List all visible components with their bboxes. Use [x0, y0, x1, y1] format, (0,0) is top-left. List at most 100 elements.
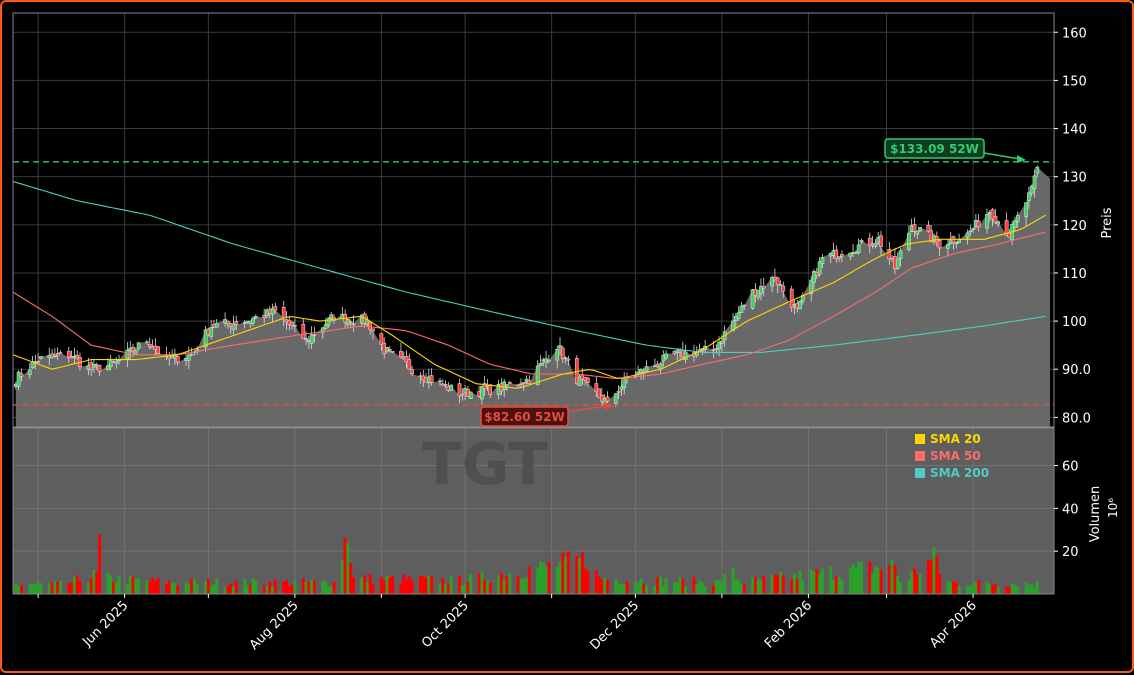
volume-bar: [603, 578, 607, 594]
candle-body: [926, 224, 931, 232]
volume-bar: [795, 578, 799, 594]
volume-bar: [290, 584, 294, 594]
close-price-area: [15, 167, 1050, 428]
volume-bar: [246, 585, 249, 594]
volume-bar: [95, 571, 99, 594]
volume-bar: [966, 585, 969, 594]
volume-bar: [801, 580, 805, 594]
candle-body: [957, 239, 961, 243]
volume-bar: [642, 584, 646, 594]
volume-bar: [720, 583, 724, 594]
candle-body: [251, 317, 255, 324]
volume-bar: [1016, 587, 1020, 594]
volume-bar: [991, 584, 995, 594]
candle-body: [622, 377, 627, 388]
volume-bar: [421, 576, 425, 594]
volume-bar: [818, 574, 822, 594]
volume-bar: [586, 571, 590, 594]
candle-body: [560, 347, 565, 359]
volume-bar: [458, 575, 462, 594]
volume-bar: [781, 575, 785, 594]
volume-bar: [893, 564, 897, 594]
high-annotation-arrowhead: [1017, 155, 1026, 163]
volume-bar: [125, 584, 129, 594]
volume-bar: [329, 586, 333, 594]
volume-bar: [656, 576, 660, 594]
volume-bar: [368, 574, 372, 594]
volume-bar: [92, 570, 96, 594]
low-annotation-arrowhead: [604, 402, 613, 410]
candle-body: [133, 349, 138, 355]
legend: SMA 20 SMA 50 SMA 200: [915, 432, 989, 480]
volume-bar: [639, 578, 643, 594]
ticker-watermark-text: TGT: [422, 430, 548, 498]
candles: [13, 165, 1040, 408]
candle-body: [971, 228, 975, 230]
volume-bars: [14, 534, 1039, 594]
volume-bar: [837, 576, 841, 594]
candle-body: [867, 237, 872, 246]
volume-bar: [779, 572, 782, 594]
candle-body: [605, 396, 610, 402]
volume-bar: [28, 584, 32, 594]
volume-bar: [790, 579, 794, 594]
candle-body: [214, 323, 219, 328]
volume-bar: [50, 582, 54, 594]
52w-levels: [13, 161, 1054, 406]
legend-label-sma50: SMA 50: [930, 449, 981, 463]
candle-body: [739, 305, 744, 313]
candle-body: [226, 320, 230, 324]
volume-bar: [737, 579, 741, 594]
candle-body: [742, 304, 747, 307]
candle-body: [717, 342, 721, 350]
volume-bar: [594, 570, 598, 594]
candle-body: [195, 349, 200, 352]
candle-body: [443, 384, 448, 386]
volume-bar: [410, 580, 414, 594]
volume-bar: [346, 542, 350, 594]
volume-bar: [379, 576, 383, 594]
candle-body: [990, 209, 995, 220]
volume-bar: [366, 581, 369, 594]
candle-body: [368, 322, 373, 330]
price-tick-label: 80.0: [1062, 411, 1091, 426]
high-annotation-label: $133.09 52W: [890, 142, 979, 156]
volume-bar: [851, 564, 855, 594]
volume-bar: [681, 578, 685, 594]
high-annotation: $133.09 52W: [884, 138, 1026, 163]
candle-body: [521, 382, 526, 384]
candle-body: [817, 261, 822, 275]
volume-bar: [617, 583, 621, 594]
volume-bar: [31, 584, 35, 594]
candle-body: [524, 378, 529, 382]
volume-bar: [896, 575, 900, 594]
volume-bar: [578, 558, 582, 594]
volume-bar: [857, 562, 861, 594]
volume-bar: [636, 583, 640, 594]
volume-bar: [106, 573, 110, 594]
candle-body: [644, 366, 649, 372]
candle-body: [781, 285, 786, 292]
volume-axis-unit: 10⁶: [1106, 498, 1120, 518]
candle-body: [460, 393, 465, 396]
volume-bar: [887, 564, 891, 594]
volume-bar: [444, 583, 448, 594]
volume-bar: [215, 578, 219, 594]
volume-bar: [678, 577, 682, 594]
volume-bar: [53, 581, 57, 594]
candle-body: [309, 334, 314, 344]
volume-bar: [580, 552, 584, 594]
volume-bar: [1013, 584, 1017, 594]
legend-swatch-sma20: [915, 434, 925, 444]
candle-body: [114, 360, 119, 364]
candle-body: [75, 354, 80, 359]
volume-bar: [39, 583, 43, 594]
candle-body: [770, 276, 774, 287]
volume-bar: [192, 579, 196, 594]
volume-bar: [209, 585, 213, 594]
candle-body: [683, 351, 688, 360]
volume-bar: [859, 561, 863, 594]
volume-bar: [876, 567, 880, 594]
candle-body: [887, 249, 892, 260]
